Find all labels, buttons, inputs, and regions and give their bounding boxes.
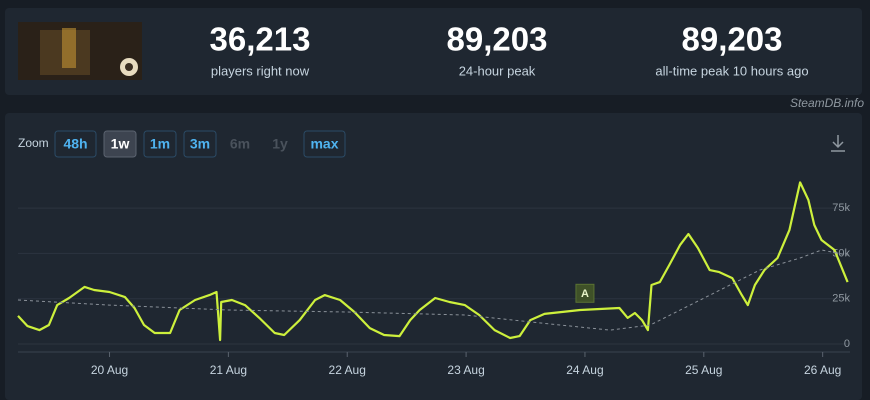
thumbnail xyxy=(18,22,142,80)
zoom-button-bg[interactable] xyxy=(143,130,177,158)
x-tick-label: 26 Aug xyxy=(804,363,841,377)
average-line xyxy=(17,249,848,331)
stat-label: all-time peak 10 hours ago xyxy=(655,63,808,78)
stat-value: 89,203 xyxy=(447,21,548,58)
x-tick-label: 24 Aug xyxy=(566,363,603,377)
stats-panel xyxy=(5,8,862,95)
x-tick-label: 20 Aug xyxy=(91,363,128,377)
y-tick-label: 75k xyxy=(832,202,850,214)
zoom-button: 6m xyxy=(230,136,250,152)
zoom-button-bg[interactable] xyxy=(54,130,97,158)
stat-label: players right now xyxy=(211,63,310,78)
zoom-button[interactable]: max xyxy=(310,136,338,152)
annotation-text: A xyxy=(581,288,589,300)
zoom-button-bg[interactable] xyxy=(303,130,346,158)
zoom-button[interactable]: 1m xyxy=(150,136,170,152)
stat-value: 36,213 xyxy=(210,21,311,58)
x-tick-label: 23 Aug xyxy=(447,363,484,377)
zoom-button-bg[interactable] xyxy=(103,130,137,158)
zoom-button-bg[interactable] xyxy=(183,130,217,158)
zoom-button: 1y xyxy=(272,136,288,152)
zoom-label: Zoom xyxy=(18,136,49,150)
x-tick-label: 25 Aug xyxy=(685,363,722,377)
stat-label: 24-hour peak xyxy=(459,63,536,78)
x-tick-label: 22 Aug xyxy=(329,363,366,377)
zoom-button[interactable]: 48h xyxy=(63,136,87,152)
zoom-button[interactable]: 1w xyxy=(111,136,130,152)
source: SteamDB.info xyxy=(790,96,864,110)
stat-value: 89,203 xyxy=(682,21,783,58)
zoom-button[interactable]: 3m xyxy=(190,136,210,152)
download-icon[interactable] xyxy=(831,135,845,152)
y-tick-label: 0 xyxy=(844,338,850,350)
x-tick-label: 21 Aug xyxy=(210,363,247,377)
y-tick-label: 25k xyxy=(832,293,850,305)
players-line xyxy=(17,181,849,342)
zoom-buttons: 48h 1w 1m 3m 6m 1y max xyxy=(54,130,346,158)
annotation-box xyxy=(575,283,595,303)
